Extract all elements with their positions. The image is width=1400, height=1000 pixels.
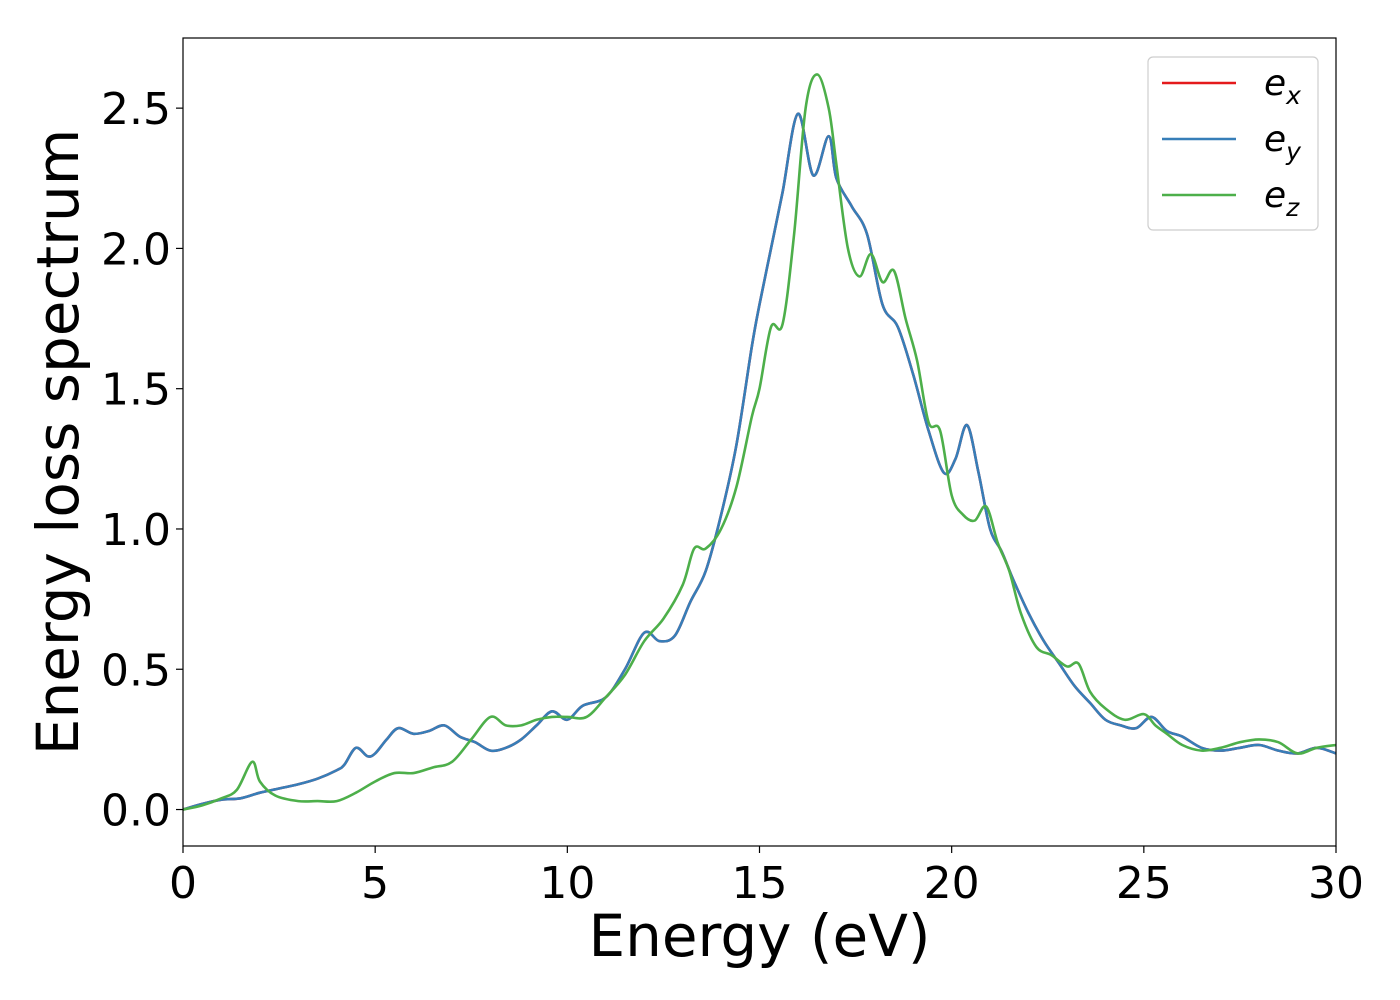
legend-box xyxy=(1147,56,1319,231)
plot-lines xyxy=(183,73,1336,811)
x-tick-label: 15 xyxy=(732,858,788,909)
y-tick-label: 0.0 xyxy=(101,786,171,837)
y-tick-label: 1.0 xyxy=(101,505,171,556)
x-tick-label: 0 xyxy=(169,858,197,909)
x-tick-label: 25 xyxy=(1116,858,1172,909)
x-tick-label: 30 xyxy=(1308,858,1364,909)
x-tick-label: 5 xyxy=(361,858,389,909)
legend-label-x: ex xyxy=(1264,63,1301,110)
y-axis-ticks: 0.0 0.5 1.0 1.5 2.0 2.5 xyxy=(101,84,183,837)
x-tick-label: 20 xyxy=(924,858,980,909)
x-tick-label: 10 xyxy=(539,858,595,909)
y-tick-label: 0.5 xyxy=(101,645,171,696)
x-axis-ticks: 0 5 10 15 20 25 30 xyxy=(169,846,1364,909)
y-tick-label: 2.0 xyxy=(101,224,171,275)
x-axis-label: Energy (eV) xyxy=(588,902,930,970)
legend: ex ey ez xyxy=(1147,56,1319,231)
series-line-z xyxy=(183,73,1336,811)
series-line-y xyxy=(183,112,1336,811)
y-tick-label: 2.5 xyxy=(101,84,171,135)
y-axis-label: Energy loss spectrum xyxy=(24,129,92,755)
y-tick-label: 1.5 xyxy=(101,365,171,416)
legend-label-y: ey xyxy=(1264,119,1302,166)
legend-label-z: ez xyxy=(1264,175,1300,222)
